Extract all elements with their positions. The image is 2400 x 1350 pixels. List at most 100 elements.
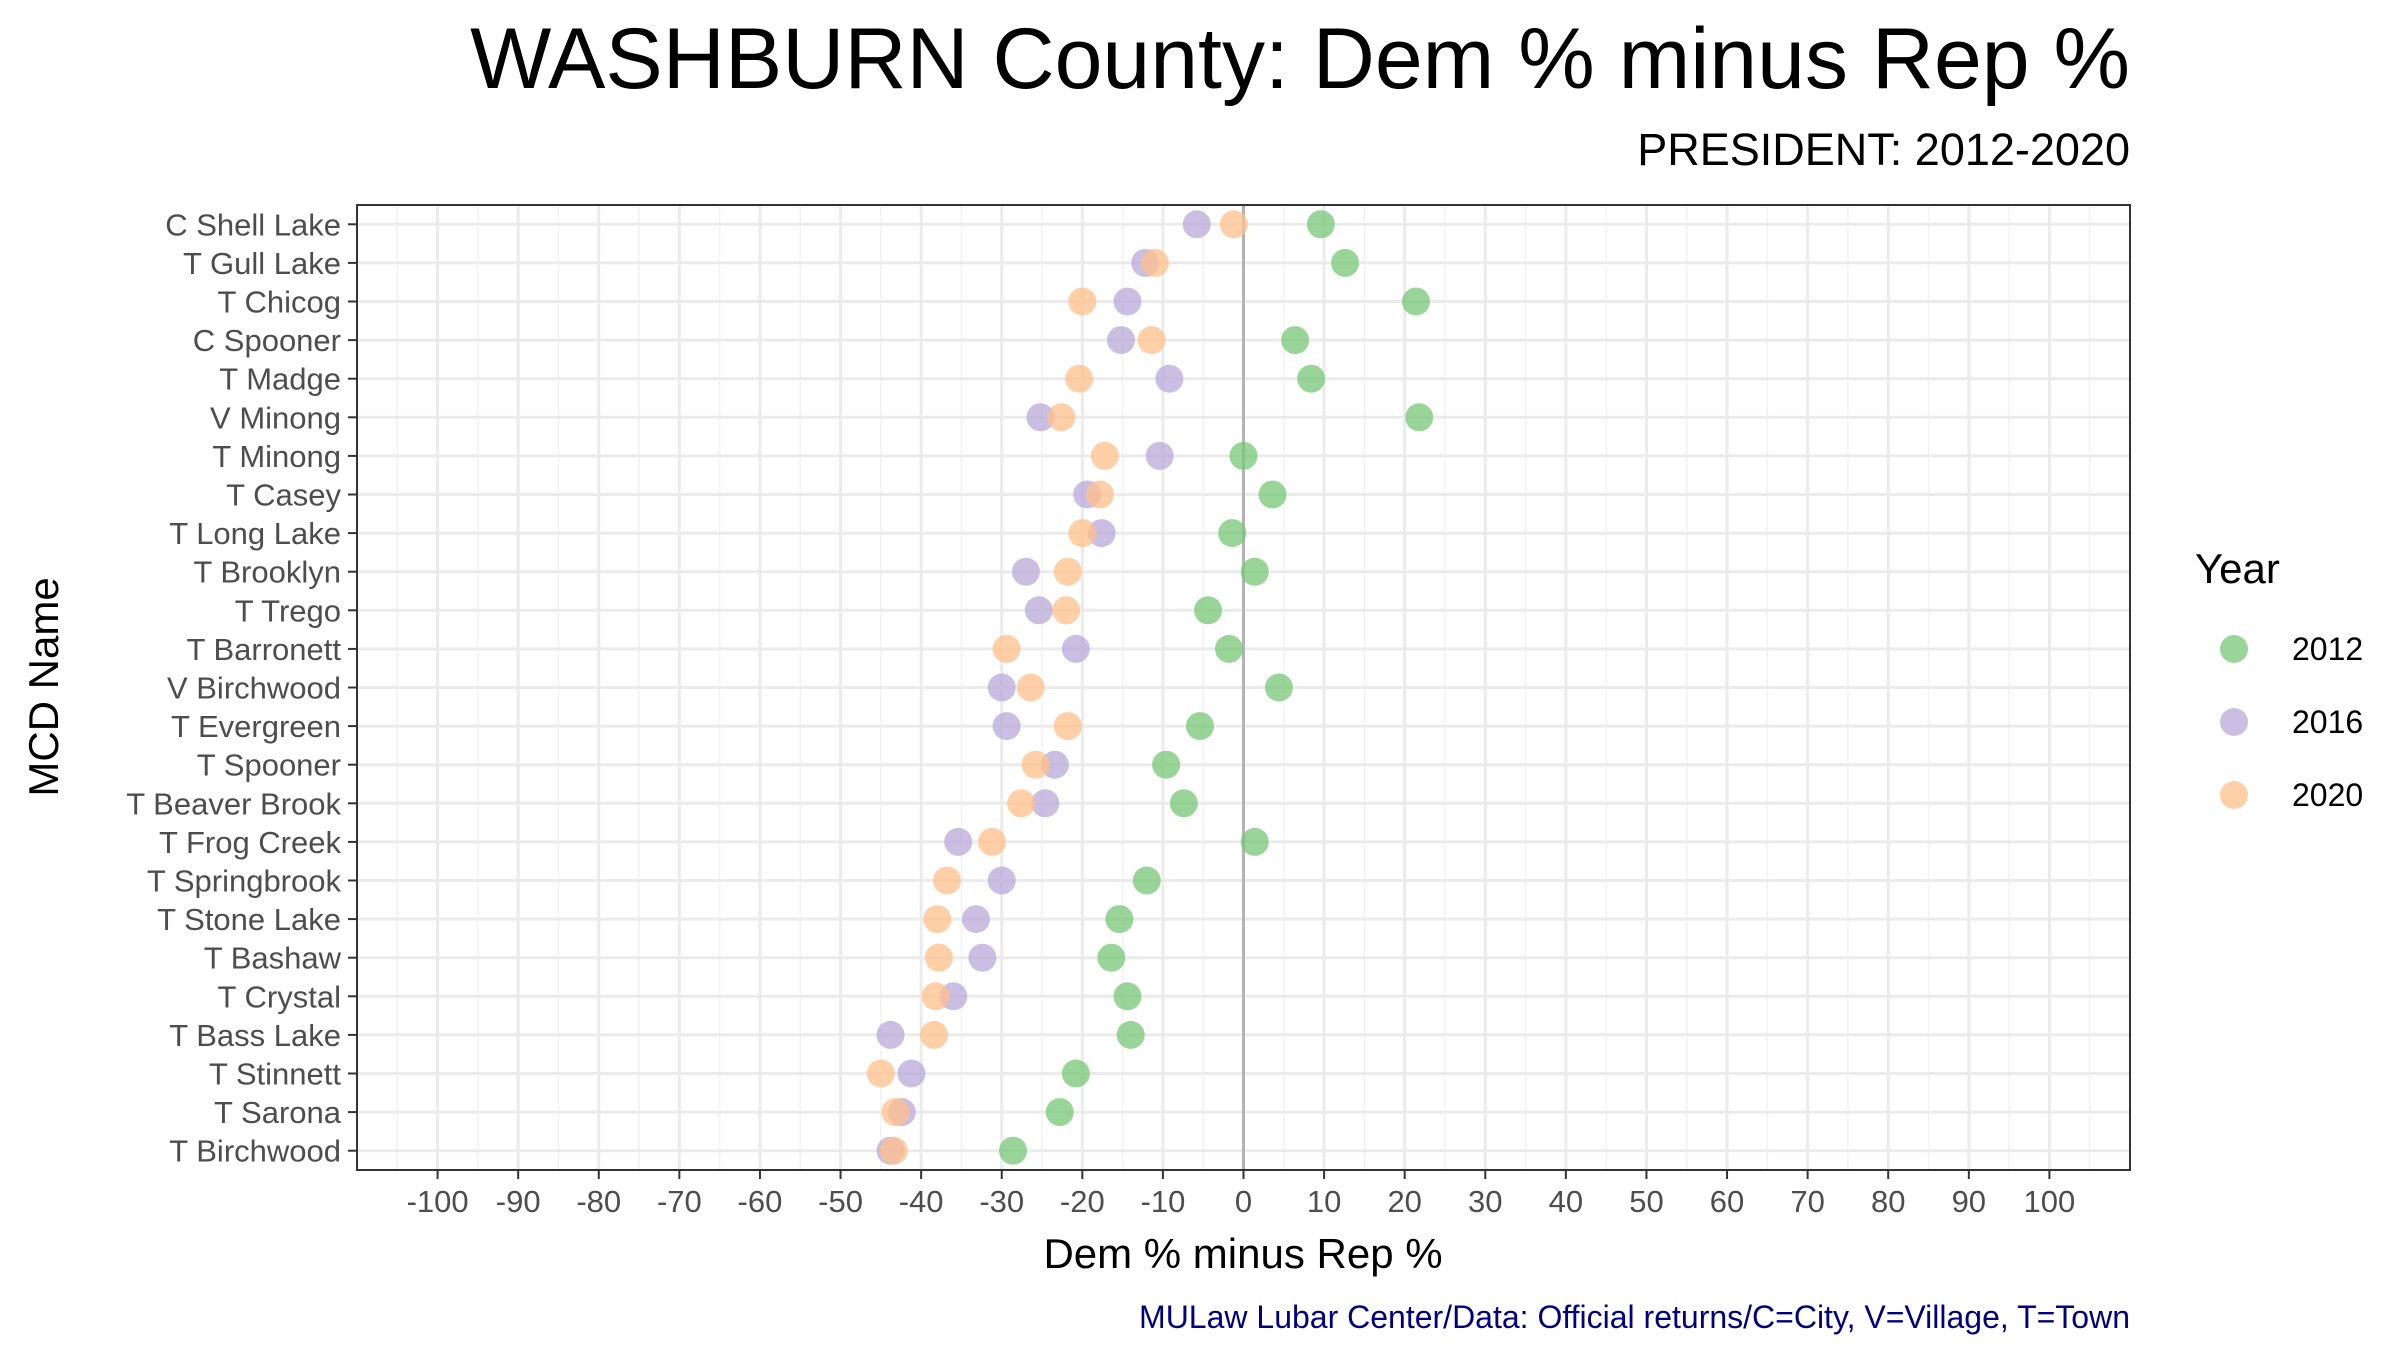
legend: Year 2012 2016 2020 — [2195, 545, 2363, 813]
x-tick-label: -50 — [818, 1184, 863, 1219]
data-point-2016 — [1011, 557, 1040, 586]
x-tick-label: -40 — [899, 1184, 944, 1219]
data-point-2012 — [1132, 866, 1161, 895]
data-point-2016 — [1031, 789, 1060, 818]
x-tick-label: -100 — [407, 1184, 469, 1219]
y-tick-label: T Long Lake — [169, 516, 341, 551]
data-point-2012 — [1061, 1059, 1090, 1088]
data-point-2012 — [1306, 210, 1335, 239]
data-point-2012 — [1264, 673, 1293, 702]
axis-ticks: -100 -90 -80 -70 -60 -50 -40 -30 -20 -10 0 10 20 30 40… — [126, 207, 2075, 1219]
data-point-2016 — [992, 712, 1021, 741]
x-tick-label: 20 — [1387, 1184, 1421, 1219]
data-point-2020 — [923, 905, 952, 934]
data-point-2012 — [1152, 750, 1181, 779]
y-tick-label: T Stinnett — [209, 1057, 342, 1092]
y-tick-label: T Bashaw — [204, 941, 342, 976]
y-tick-label: V Birchwood — [167, 671, 341, 706]
data-point-2016 — [1155, 364, 1184, 393]
data-point-2012 — [1297, 364, 1326, 393]
data-point-2020 — [1068, 519, 1097, 548]
legend-key-2012 — [2220, 635, 2248, 663]
data-point-2020 — [1052, 596, 1081, 625]
data-point-2020 — [992, 634, 1021, 663]
x-tick-label: 60 — [1710, 1184, 1744, 1219]
data-point-2020 — [1140, 248, 1169, 277]
y-tick-label: T Casey — [226, 478, 341, 513]
data-point-2020 — [921, 982, 950, 1011]
data-point-2016 — [1113, 287, 1142, 316]
data-point-2020 — [1016, 673, 1045, 702]
legend-label-2020: 2020 — [2292, 777, 2363, 813]
x-tick-label: 40 — [1549, 1184, 1583, 1219]
data-point-2020 — [920, 1020, 949, 1049]
data-point-2016 — [1026, 403, 1055, 432]
y-tick-label: T Spooner — [197, 748, 341, 783]
y-tick-label: T Sarona — [214, 1095, 342, 1130]
data-point-2012 — [1331, 248, 1360, 277]
y-tick-label: T Frog Creek — [159, 825, 342, 860]
legend-label-2012: 2012 — [2292, 631, 2363, 667]
y-tick-label: T Stone Lake — [157, 902, 341, 937]
y-tick-label: T Trego — [235, 593, 341, 628]
x-tick-label: 50 — [1629, 1184, 1663, 1219]
data-point-2016 — [876, 1020, 905, 1049]
data-point-2016 — [1107, 326, 1136, 355]
x-axis-title: Dem % minus Rep % — [1043, 1230, 1442, 1277]
data-point-2020 — [866, 1059, 895, 1088]
data-point-2020 — [978, 827, 1007, 856]
data-point-2020 — [1065, 364, 1094, 393]
x-tick-label: -10 — [1141, 1184, 1186, 1219]
data-point-2020 — [879, 1136, 908, 1165]
data-point-2020 — [1068, 287, 1097, 316]
data-point-2012 — [1218, 519, 1247, 548]
y-tick-label: T Springbrook — [147, 864, 342, 899]
y-tick-label: T Gull Lake — [183, 246, 341, 281]
x-tick-label: -90 — [496, 1184, 541, 1219]
y-tick-label: T Beaver Brook — [126, 786, 341, 821]
grid — [357, 205, 2130, 1170]
chart-title: WASHBURN County: Dem % minus Rep % — [470, 11, 2130, 107]
y-tick-label: V Minong — [210, 400, 341, 435]
y-tick-label: T Madge — [219, 362, 341, 397]
x-tick-label: -20 — [1060, 1184, 1105, 1219]
y-axis-title: MCD Name — [20, 577, 67, 796]
data-point-2020 — [924, 943, 953, 972]
data-point-2012 — [1169, 789, 1198, 818]
data-point-2016 — [968, 943, 997, 972]
data-point-2012 — [1405, 403, 1434, 432]
data-point-2016 — [1182, 210, 1211, 239]
x-tick-label: -60 — [738, 1184, 783, 1219]
data-point-2016 — [1087, 519, 1116, 548]
y-tick-label: C Shell Lake — [165, 207, 341, 242]
x-tick-label: 80 — [1871, 1184, 1905, 1219]
y-tick-label: T Birchwood — [169, 1134, 341, 1169]
y-tick-label: T Crystal — [218, 979, 341, 1014]
data-point-2012 — [1194, 596, 1223, 625]
data-point-2020 — [1090, 441, 1119, 470]
legend-key-2016 — [2220, 708, 2248, 736]
data-point-2012 — [1281, 326, 1310, 355]
data-point-2016 — [1040, 750, 1069, 779]
data-point-2012 — [1116, 1020, 1145, 1049]
data-point-2012 — [1240, 557, 1269, 586]
data-point-2020 — [1053, 557, 1082, 586]
x-tick-label: -80 — [576, 1184, 621, 1219]
x-tick-label: -70 — [657, 1184, 702, 1219]
data-point-2012 — [1113, 982, 1142, 1011]
data-point-2020 — [1053, 712, 1082, 741]
data-point-2020 — [881, 1098, 910, 1127]
x-tick-label: 10 — [1307, 1184, 1341, 1219]
data-point-2016 — [944, 827, 973, 856]
data-point-2020 — [1047, 403, 1076, 432]
data-point-2012 — [1214, 634, 1243, 663]
data-point-2012 — [1258, 480, 1287, 509]
x-tick-label: 0 — [1235, 1184, 1252, 1219]
data-point-2012 — [1045, 1098, 1074, 1127]
data-point-2016 — [987, 866, 1016, 895]
x-tick-label: 70 — [1790, 1184, 1824, 1219]
data-point-2020 — [1137, 326, 1166, 355]
data-point-2016 — [961, 905, 990, 934]
x-tick-label: 100 — [2024, 1184, 2076, 1219]
